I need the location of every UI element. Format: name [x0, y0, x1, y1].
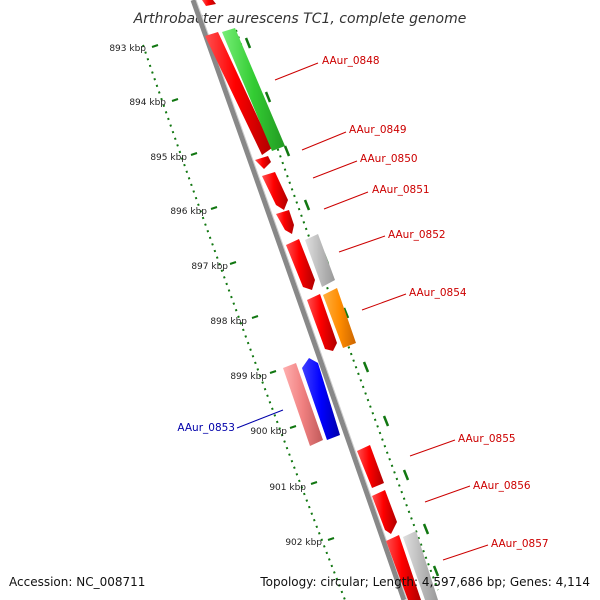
gene-aaur-0856[interactable] — [372, 490, 397, 534]
genome-backbone — [190, 0, 408, 600]
gene-label[interactable]: AAur_0851 — [372, 184, 430, 196]
gene-feature-partial[interactable] — [202, 0, 216, 6]
gene-aaur-0852[interactable] — [276, 210, 294, 234]
gene-aaur-0848[interactable] — [205, 32, 272, 155]
gene-aaur-0850[interactable] — [255, 156, 271, 169]
forward-strand-genes — [202, 0, 438, 600]
gene-aaur-0849[interactable] — [222, 28, 285, 151]
accession-text: Accession: NC_008711 — [9, 575, 145, 589]
gene-aaur-0854[interactable] — [323, 288, 356, 348]
ruler-tick-label: 895 kbp — [150, 153, 187, 163]
ruler-major-tick — [210, 206, 218, 210]
ruler-major-tick — [190, 152, 198, 156]
topology-text: Topology: circular; Length: 4,597,686 bp… — [259, 575, 590, 589]
gene-aaur-0853[interactable] — [302, 358, 340, 440]
gene-label[interactable]: AAur_0853 — [177, 422, 235, 434]
gene-aaur-0851[interactable] — [262, 172, 288, 210]
gene-pseudo-900[interactable] — [283, 363, 323, 446]
ruler-major-tick — [289, 425, 297, 429]
gene-label[interactable]: AAur_0852 — [388, 229, 446, 241]
gene-label[interactable]: AAur_0856 — [473, 480, 531, 492]
gene-label[interactable]: AAur_0855 — [458, 433, 516, 445]
ruler-tick-label: 893 kbp — [109, 44, 146, 54]
gene-label[interactable]: AAur_0849 — [349, 124, 407, 136]
ruler-tick-label: 902 kbp — [285, 538, 322, 548]
ruler-tick-label: 899 kbp — [230, 372, 267, 382]
ruler-major-tick — [251, 315, 259, 319]
gene-label[interactable]: AAur_0850 — [360, 153, 418, 165]
gene-gray-902[interactable] — [403, 531, 438, 600]
gene-labels: AAur_0848 AAur_0849 AAur_0850 AAur_0851 … — [177, 55, 548, 550]
label-connectors — [236, 62, 489, 561]
map-title: Arthrobacter aurescens TC1, complete gen… — [133, 11, 467, 27]
ruler-major-tick — [269, 370, 277, 374]
gene-aaur-0857[interactable] — [386, 535, 421, 600]
ruler-major-tick — [310, 481, 318, 485]
ruler-major-tick — [229, 261, 237, 265]
gene-label[interactable]: AAur_0854 — [409, 287, 467, 299]
gene-label[interactable]: AAur_0848 — [322, 55, 380, 67]
ruler-major-tick — [171, 98, 179, 102]
inner-ruler: 893 kbp 894 kbp 895 kbp 896 kbp 897 kbp … — [109, 44, 346, 600]
ruler-tick-label: 894 kbp — [129, 98, 166, 108]
reverse-strand-genes — [283, 358, 340, 446]
gene-label[interactable]: AAur_0857 — [491, 538, 549, 550]
gene-red-898[interactable] — [307, 294, 337, 351]
ruler-major-tick — [327, 537, 335, 541]
gene-gray-897[interactable] — [305, 234, 335, 287]
ruler-tick-label: 901 kbp — [269, 483, 306, 493]
ruler-tick-label: 896 kbp — [170, 207, 207, 217]
ruler-tick-label: 900 kbp — [250, 427, 287, 437]
ruler-tick-label: 898 kbp — [210, 317, 247, 327]
ruler-tick-label: 897 kbp — [191, 262, 228, 272]
gene-aaur-0855[interactable] — [357, 445, 384, 488]
ruler-major-tick — [151, 44, 159, 48]
gene-red-897[interactable] — [286, 239, 315, 290]
